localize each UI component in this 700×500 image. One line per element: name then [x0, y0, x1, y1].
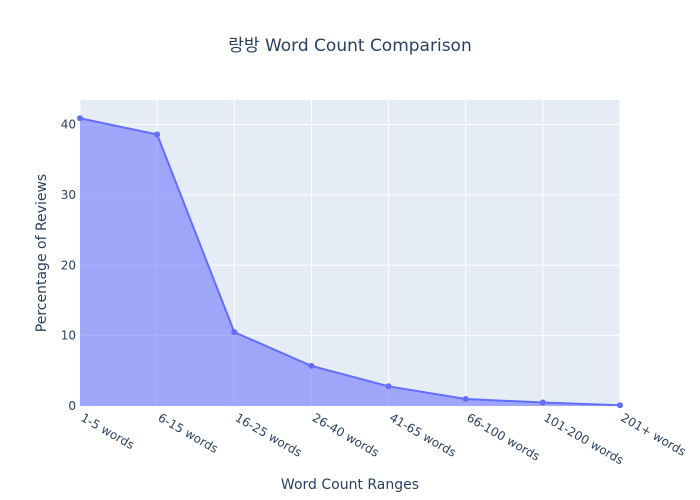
y-tick-label: 40 [61, 118, 76, 132]
series-line [79, 117, 621, 407]
data-point [539, 399, 546, 406]
data-point [154, 131, 161, 138]
x-tick-label: 201+ words [619, 410, 689, 458]
x-tick-label: 1-5 words [79, 410, 137, 452]
y-tick-label: 20 [61, 258, 76, 272]
x-tick-label: 6-15 words [156, 410, 221, 456]
y-axis-title: Percentage of Reviews [34, 174, 50, 332]
data-point [77, 115, 83, 122]
data-point [385, 383, 392, 390]
y-tick-label: 30 [61, 188, 76, 202]
x-tick-label: 101-200 words [541, 410, 626, 467]
x-tick-label: 26-40 words [310, 410, 381, 459]
x-tick-label: 66-100 words [464, 410, 542, 463]
x-axis-title: Word Count Ranges [281, 477, 419, 493]
y-tick-label: 0 [68, 399, 76, 413]
chart-title: 랑방 Word Count Comparison [228, 36, 471, 56]
series-layer [77, 115, 623, 409]
x-tick-labels: 1-5 words 6-15 words 16-25 words 26-40 word… [79, 410, 689, 467]
x-tick-label: 41-65 words [387, 410, 458, 459]
x-tick-label: 16-25 words [233, 410, 304, 459]
y-tick-label: 10 [61, 329, 76, 343]
data-point [231, 329, 238, 336]
data-point [617, 402, 623, 409]
area-fill [80, 118, 620, 406]
data-point [462, 395, 469, 402]
y-tick-labels: 0 10 20 30 40 [61, 118, 76, 413]
data-point [308, 362, 315, 369]
